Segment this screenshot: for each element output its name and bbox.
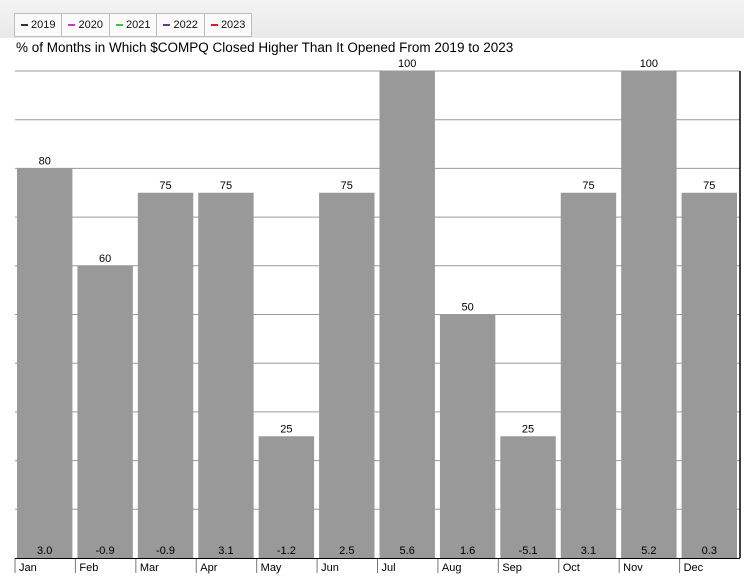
x-tick-label: Sep xyxy=(502,562,522,574)
bar-value-label: 25 xyxy=(522,423,534,435)
bar-sep xyxy=(500,436,556,558)
x-tick-label: Jun xyxy=(321,562,339,574)
bar-value-label: 100 xyxy=(398,58,416,70)
bar-change-label: 3.1 xyxy=(581,545,596,557)
bar-nov xyxy=(621,71,677,558)
bar-change-label: 2.5 xyxy=(339,545,354,557)
bar-value-label: 100 xyxy=(640,58,658,70)
legend-label: 2022 xyxy=(173,19,198,31)
legend-label: 2019 xyxy=(31,19,56,31)
bar-value-label: 60 xyxy=(99,253,111,265)
bar-value-label: 50 xyxy=(462,302,474,314)
bar-value-label: 75 xyxy=(159,180,171,192)
bar-value-label: 25 xyxy=(280,423,292,435)
legend-item-2022[interactable]: 2022 xyxy=(157,14,205,36)
bar-change-label: 3.0 xyxy=(37,545,52,557)
legend-label: 2020 xyxy=(78,19,103,31)
legend-item-2019[interactable]: 2019 xyxy=(15,14,63,36)
legend-item-2020[interactable]: 2020 xyxy=(62,14,110,36)
bar-change-label: -1.2 xyxy=(277,545,296,557)
chart-title: % of Months in Which $COMPQ Closed Highe… xyxy=(16,40,514,55)
bar-change-label: 5.2 xyxy=(641,545,656,557)
bar-value-label: 75 xyxy=(582,180,594,192)
legend-swatch xyxy=(115,24,123,26)
bar-value-label: 80 xyxy=(39,155,51,167)
bar-mar xyxy=(137,192,194,558)
bar-dec xyxy=(681,192,737,558)
bar-may xyxy=(258,436,315,558)
x-tick-label: Feb xyxy=(79,562,98,574)
bar-change-label: 5.6 xyxy=(400,545,415,557)
bar-change-label: -5.1 xyxy=(519,545,538,557)
bar-value-label: 75 xyxy=(220,180,232,192)
legend-label: 2021 xyxy=(125,19,151,31)
bar-change-label: 3.1 xyxy=(218,545,233,557)
bar-change-label: 0.3 xyxy=(702,545,717,557)
legend-swatch xyxy=(68,24,76,26)
bar-change-label: -0.9 xyxy=(96,545,115,557)
bar-value-label: 75 xyxy=(341,180,353,192)
legend-item-2021[interactable]: 2021 xyxy=(110,14,158,36)
x-tick-label: Apr xyxy=(200,562,217,574)
x-tick-label: Jan xyxy=(19,562,37,574)
legend-item-2023[interactable]: 2023 xyxy=(205,14,251,36)
bar-feb xyxy=(77,265,133,558)
bar-apr xyxy=(198,192,254,558)
x-tick-label: Mar xyxy=(140,562,159,574)
x-tick-label: Dec xyxy=(684,562,704,574)
x-tick-label: Oct xyxy=(563,562,580,574)
bar-change-label: -0.9 xyxy=(156,545,175,557)
x-tick-label: Aug xyxy=(442,562,462,574)
x-tick-label: Nov xyxy=(623,562,643,574)
legend-swatch xyxy=(21,24,28,26)
x-tick-label: May xyxy=(261,562,282,574)
bar-aug xyxy=(439,314,496,558)
bar-jun xyxy=(319,192,375,558)
legend-swatch xyxy=(210,24,218,26)
legend-label: 2023 xyxy=(220,19,246,31)
x-tick-label: Jul xyxy=(382,562,396,574)
legend: 2019 2020 2021 2022 2023 xyxy=(14,13,253,37)
legend-swatch xyxy=(163,24,171,26)
bar-oct xyxy=(560,192,617,558)
bar-jul xyxy=(379,71,435,558)
bar-value-label: 75 xyxy=(703,180,715,192)
bar-change-label: 1.6 xyxy=(460,545,475,557)
bar-jan xyxy=(17,168,73,558)
